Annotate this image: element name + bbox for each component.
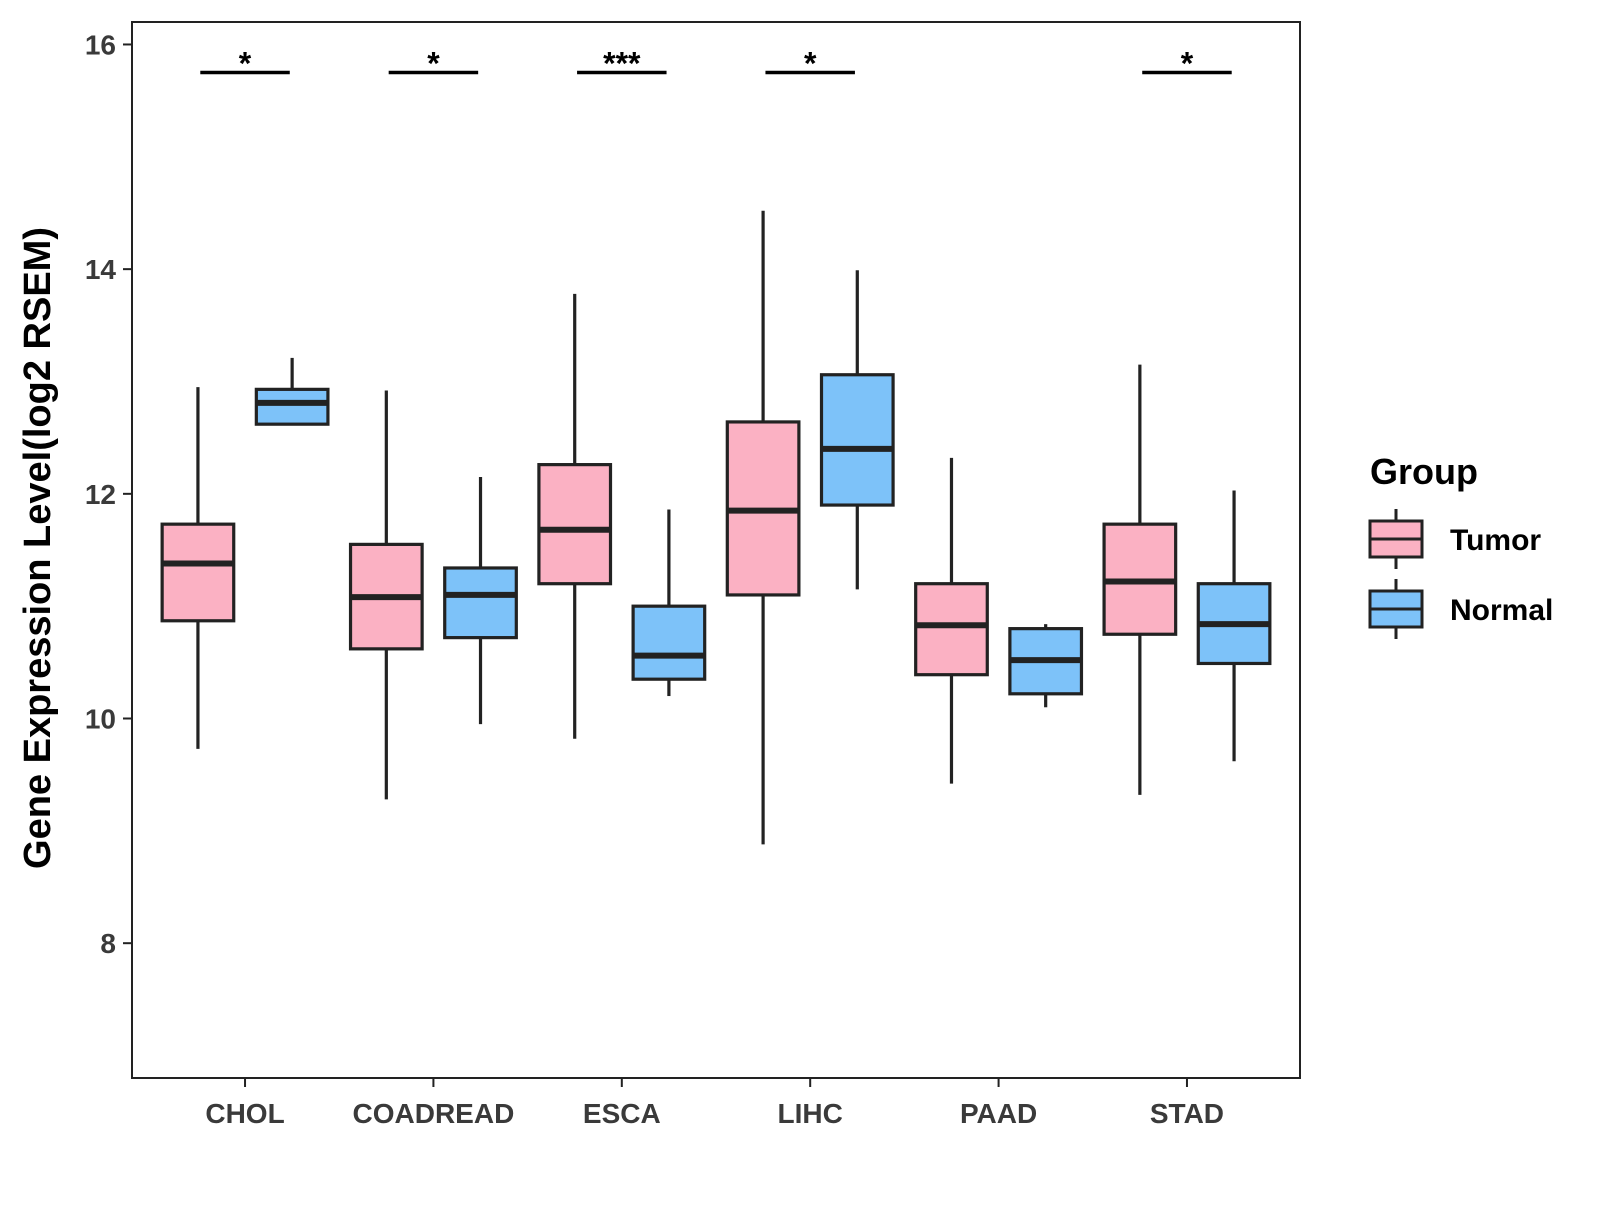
box-tumor-paad <box>914 457 989 784</box>
legend-label: Normal <box>1450 594 1553 627</box>
box-normal-chol <box>254 357 330 426</box>
box-tumor-lihc <box>725 210 801 845</box>
panel-border <box>131 21 1301 1079</box>
box-tumor-stad <box>1102 364 1178 795</box>
box-iqr <box>537 463 613 586</box>
x-tick-label: CHOL <box>205 1098 284 1129</box>
legend-title: Group <box>1370 451 1478 492</box>
box-iqr <box>443 566 518 640</box>
significance-label: * <box>1181 46 1194 82</box>
y-tick-label: 16 <box>85 29 116 60</box>
box-iqr <box>631 604 707 681</box>
significance-label: *** <box>603 46 641 82</box>
box-iqr <box>160 522 236 623</box>
x-tick-label: STAD <box>1150 1098 1224 1129</box>
x-tick-label: COADREAD <box>353 1098 515 1129</box>
box-iqr <box>914 582 989 677</box>
legend-key-tumor: Tumor <box>1368 509 1541 569</box>
y-tick-label: 10 <box>85 704 116 735</box>
legend: Group Tumor Normal <box>1368 451 1553 639</box>
box-normal-lihc <box>819 270 895 590</box>
x-tick-label: PAAD <box>960 1098 1037 1129</box>
y-tick-label: 8 <box>100 928 116 959</box>
legend-label: Tumor <box>1450 524 1541 557</box>
box-normal-esca <box>631 509 707 697</box>
y-tick-label: 12 <box>85 479 116 510</box>
x-tick-label: ESCA <box>583 1098 661 1129</box>
box-tumor-esca <box>537 293 613 739</box>
legend-key-normal: Normal <box>1368 579 1553 639</box>
significance-label: * <box>239 46 252 82</box>
box-tumor-coadread <box>348 390 424 800</box>
significance-label: * <box>804 46 817 82</box>
significance-label: * <box>427 46 440 82</box>
y-tick-label: 14 <box>85 254 117 285</box>
box-normal-paad <box>1008 624 1084 708</box>
y-axis-title: Gene Expression Level(log2 RSEM) <box>17 227 59 869</box>
box-iqr <box>254 387 330 426</box>
x-tick-label: LIHC <box>778 1098 843 1129</box>
box-iqr <box>819 373 895 507</box>
box-normal-stad <box>1196 490 1272 762</box>
box-tumor-chol <box>160 387 236 749</box>
box-normal-coadread <box>443 476 518 725</box>
plot-area: * * *** * * <box>160 46 1272 845</box>
axes: 8 10 12 14 16 CHOL COADREAD ESCA LIHC PAAD STAD <box>85 21 1301 1129</box>
